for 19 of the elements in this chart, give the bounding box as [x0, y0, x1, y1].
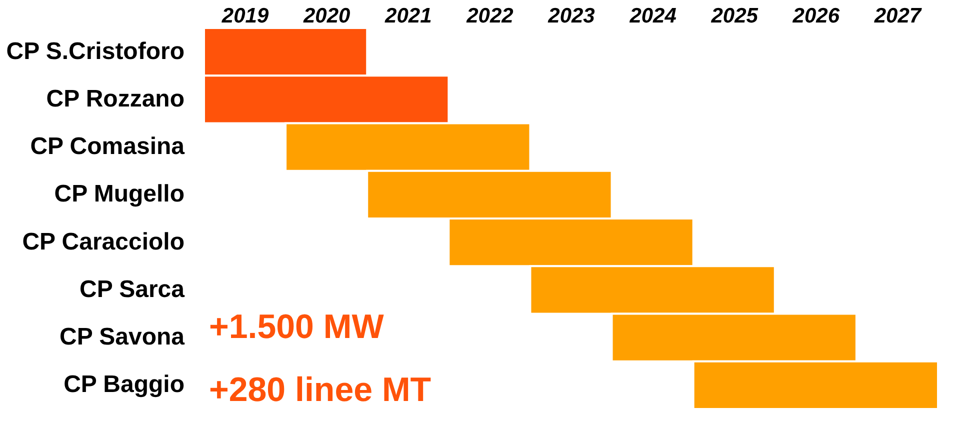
x-tick-label: 2021: [384, 4, 432, 28]
annotation: +280 linee MT: [209, 371, 432, 409]
y-tick-label: CP S.Cristoforo: [6, 38, 184, 65]
x-tick-label: 2025: [710, 4, 758, 28]
y-tick-label: CP Rozzano: [46, 85, 184, 112]
y-tick-label: CP Savona: [60, 324, 186, 351]
x-tick-label: 2019: [220, 4, 269, 28]
x-tick-label: 2020: [302, 4, 351, 28]
y-tick-label: CP Mugello: [54, 180, 184, 208]
y-tick-label: CP Sarca: [80, 276, 186, 303]
y-tick-label: CP Caracciolo: [22, 228, 184, 256]
x-tick-label: 2027: [873, 4, 922, 28]
x-tick-label: 2024: [628, 4, 677, 28]
annotation: +1.500 MW: [209, 308, 385, 346]
x-tick-label: 2023: [547, 4, 596, 28]
y-tick-label: CP Baggio: [64, 371, 184, 398]
x-tick-label: 2022: [466, 4, 514, 28]
y-tick-label: CP Comasina: [30, 133, 186, 160]
x-tick-label: 2026: [792, 4, 840, 28]
